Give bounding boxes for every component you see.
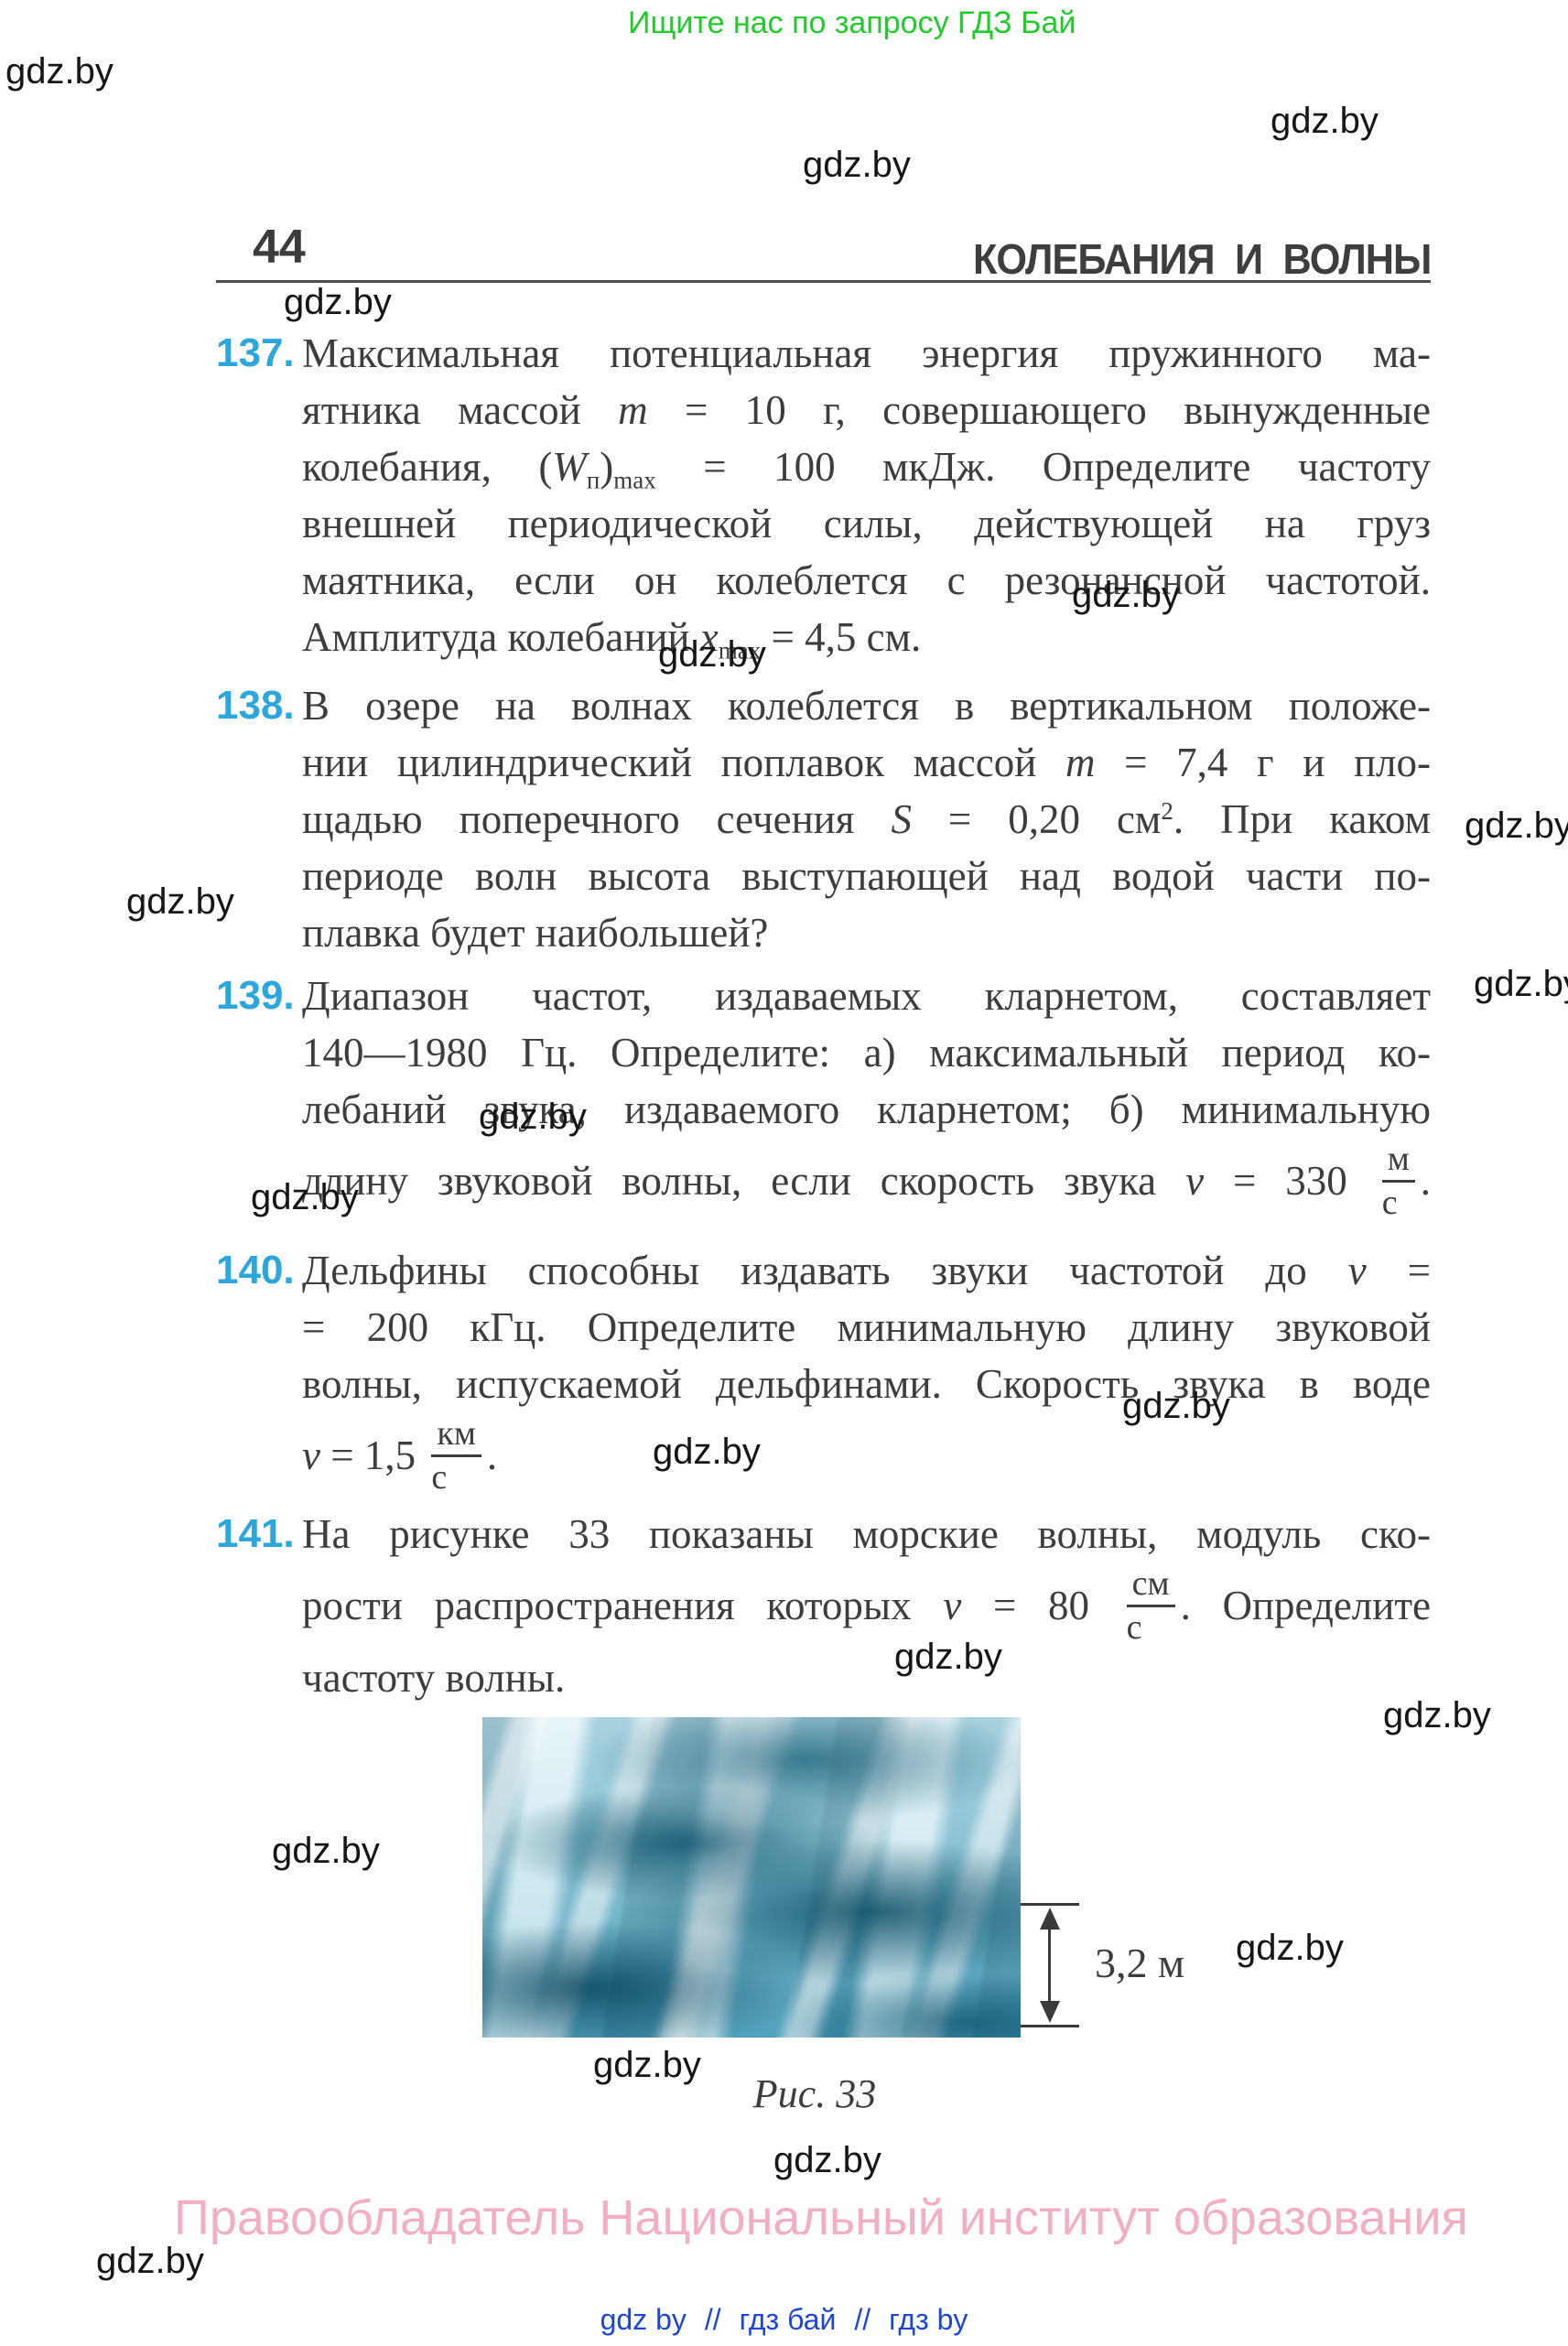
fraction: см с (1126, 1565, 1175, 1647)
problem-text-line: периоде волн высота выступающей над водо… (302, 853, 1431, 899)
wave-photo (482, 1717, 1021, 2038)
dimension-cap-top (1021, 1903, 1079, 1906)
gdz-watermark: gdz.by (1383, 1695, 1491, 1735)
dimension-arrow-line (1048, 1919, 1051, 2012)
problem-text-line: Диапазон частот, издаваемых кларнетом, с… (302, 973, 1431, 1019)
gdz-watermark: gdz.by (126, 881, 234, 922)
gdz-watermark: gdz.by (803, 145, 911, 185)
gdz-watermark: gdz.by (479, 1097, 587, 1137)
dimension-cap-bottom (1021, 2025, 1079, 2027)
problem-number: 140. (216, 1248, 295, 1292)
footer-link[interactable]: гдз by (889, 2303, 968, 2336)
gdz-watermark: gdz.by (773, 2140, 881, 2180)
gdz-watermark: gdz.by (1474, 964, 1568, 1004)
problem-text-line: колебания, (Wп)max = 100 мкДж. Определит… (302, 444, 1431, 494)
gdz-watermark: gdz.by (1236, 1928, 1344, 1968)
problem-text-line: Максимальная потенциальная энергия пружи… (302, 330, 1431, 376)
problem-text-line: нии цилиндрический поплавок массой m = 7… (302, 740, 1431, 785)
problem-text-line: частоту волны. (302, 1655, 566, 1701)
gdz-watermark: gdz.by (1271, 101, 1379, 141)
promo-banner-text: Ищите нас по запросу ГДЗ Бай (628, 5, 1076, 40)
gdz-watermark: gdz.by (1072, 575, 1180, 615)
gdz-watermark: gdz.by (1465, 805, 1568, 846)
problem-text-line: маятника, если он колеблется с резонансн… (302, 557, 1431, 603)
chapter-title: КОЛЕБАНИЯ И ВОЛНЫ (972, 235, 1432, 283)
copyright-notice: Правообладатель Национальный институт об… (174, 2190, 1468, 2245)
gdz-watermark: gdz.by (272, 1831, 380, 1871)
problem-text-line: плавка будет наибольшей? (302, 910, 769, 956)
gdz-watermark: gdz.by (658, 634, 766, 675)
problem-number: 138. (216, 683, 295, 728)
footer-link-separator: // (704, 2303, 721, 2336)
gdz-watermark: gdz.by (284, 282, 392, 322)
header-rule (216, 280, 1431, 283)
figure-caption: Рис. 33 (752, 2071, 877, 2116)
gdz-watermark: gdz.by (653, 1432, 761, 1472)
problem-number: 137. (216, 330, 295, 375)
problem-text-line: 140—1980 Гц. Определите: а) максимальный… (302, 1030, 1431, 1076)
gdz-watermark: gdz.by (593, 2045, 701, 2085)
footer-link[interactable]: gdz by (600, 2303, 687, 2336)
footer-link[interactable]: гдз бай (739, 2303, 837, 2336)
problem-text-line: рости распространения которых v = 80 см с… (302, 1564, 1431, 1648)
footer-link-separator: // (854, 2303, 871, 2336)
gdz-watermark: gdz.by (894, 1637, 1002, 1677)
dimension-arrowhead-up-icon (1040, 1908, 1060, 1930)
problem-text-line: ятника массой m = 10 г, совершающего вын… (302, 387, 1431, 433)
gdz-watermark: gdz.by (5, 51, 114, 92)
problem-text-line: внешней периодической силы, действующей … (302, 501, 1431, 546)
problem-text-line: волны, испускаемой дельфинами. Скорость … (302, 1361, 1431, 1407)
page-number: 44 (253, 221, 306, 274)
problem-text-line: На рисунке 33 показаны морские волны, мо… (302, 1511, 1431, 1557)
problem-number: 141. (216, 1511, 295, 1556)
problem-number: 139. (216, 973, 295, 1018)
problem-text-line: длину звуковой волны, если скорость звук… (302, 1140, 1431, 1223)
problem-text-line: В озере на волнах колеблется в вертикаль… (302, 683, 1431, 729)
problem-text-line: щадью поперечного сечения S = 0,20 см2. … (302, 796, 1432, 842)
gdz-watermark: gdz.by (251, 1177, 359, 1217)
problem-text-line: лебаний звука, издаваемого кларнетом; б)… (302, 1087, 1431, 1132)
wave-photo-texture (482, 1717, 1021, 2038)
problem-text-line: = 200 кГц. Определите минимальную длину … (302, 1304, 1431, 1350)
gdz-watermark: gdz.by (1122, 1386, 1230, 1426)
gdz-watermark: gdz.by (96, 2241, 204, 2281)
footer-links: gdz by // гдз бай // гдз by (0, 2303, 1568, 2337)
dimension-label: 3,2 м (1095, 1940, 1185, 1986)
problem-text-line: Дельфины способны издавать звуки частото… (302, 1248, 1431, 1293)
fraction: км с (431, 1415, 481, 1497)
problem-text-line: v = 1,5 км с. (302, 1414, 498, 1497)
problem-text-line: Амплитуда колебаний xmax = 4,5 см. (302, 614, 922, 665)
dimension-arrowhead-down-icon (1040, 2001, 1060, 2023)
